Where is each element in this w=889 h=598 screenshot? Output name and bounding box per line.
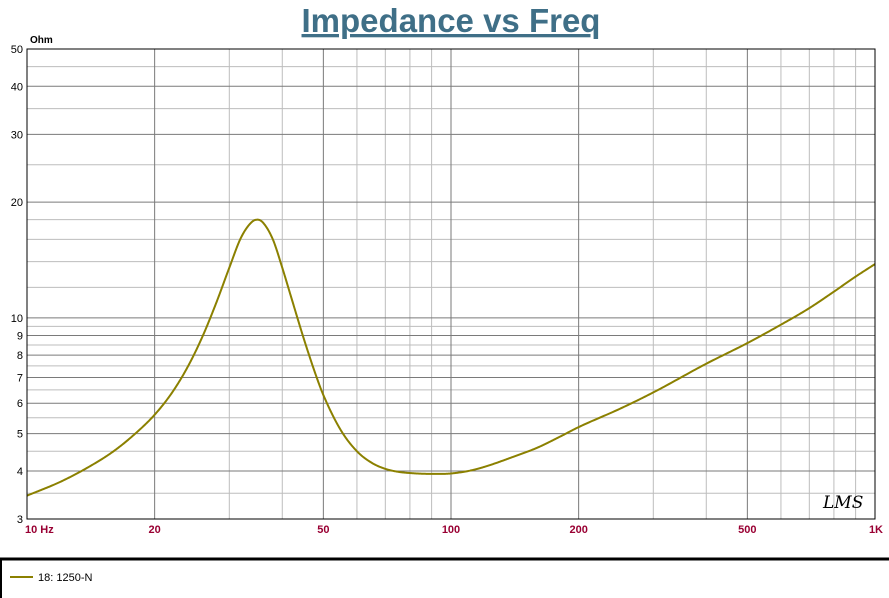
- y-tick-label: 6: [17, 398, 23, 410]
- x-tick-label: 50: [317, 524, 329, 536]
- y-axis-label: Ohm: [30, 35, 53, 46]
- x-tick-label: 200: [569, 524, 587, 536]
- legend-label: 18: 1250-N: [38, 572, 92, 584]
- y-tick-label: 30: [11, 129, 23, 141]
- y-tick-label: 40: [11, 81, 23, 93]
- y-tick-label: 50: [11, 44, 23, 56]
- y-tick-label: 4: [17, 466, 23, 478]
- y-tick-label: 3: [17, 514, 23, 526]
- x-tick-label: 20: [149, 524, 161, 536]
- x-tick-labels: 10 Hz 20 50 100 200 500 1K: [25, 524, 883, 536]
- lms-logo-text: LMS: [822, 493, 863, 513]
- y-tick-label: 5: [17, 429, 23, 441]
- y-tick-label: 20: [11, 197, 23, 209]
- y-tick-labels: 50 40 30 20 10 9 8 7 6 5 4 3: [11, 44, 23, 526]
- y-tick-label: 10: [11, 313, 23, 325]
- chart-title: Impedance vs Freq: [302, 2, 601, 39]
- x-tick-label: 1K: [869, 524, 883, 536]
- y-tick-label: 8: [17, 350, 23, 362]
- x-tick-label: 10 Hz: [25, 524, 54, 536]
- major-grid: [27, 49, 875, 519]
- plot-frame: [26, 48, 876, 520]
- y-tick-label: 9: [17, 330, 23, 342]
- impedance-curve: [26, 218, 876, 497]
- x-tick-label: 100: [442, 524, 460, 536]
- x-tick-label: 500: [738, 524, 756, 536]
- y-tick-label: 7: [17, 372, 23, 384]
- series-group: [26, 218, 876, 497]
